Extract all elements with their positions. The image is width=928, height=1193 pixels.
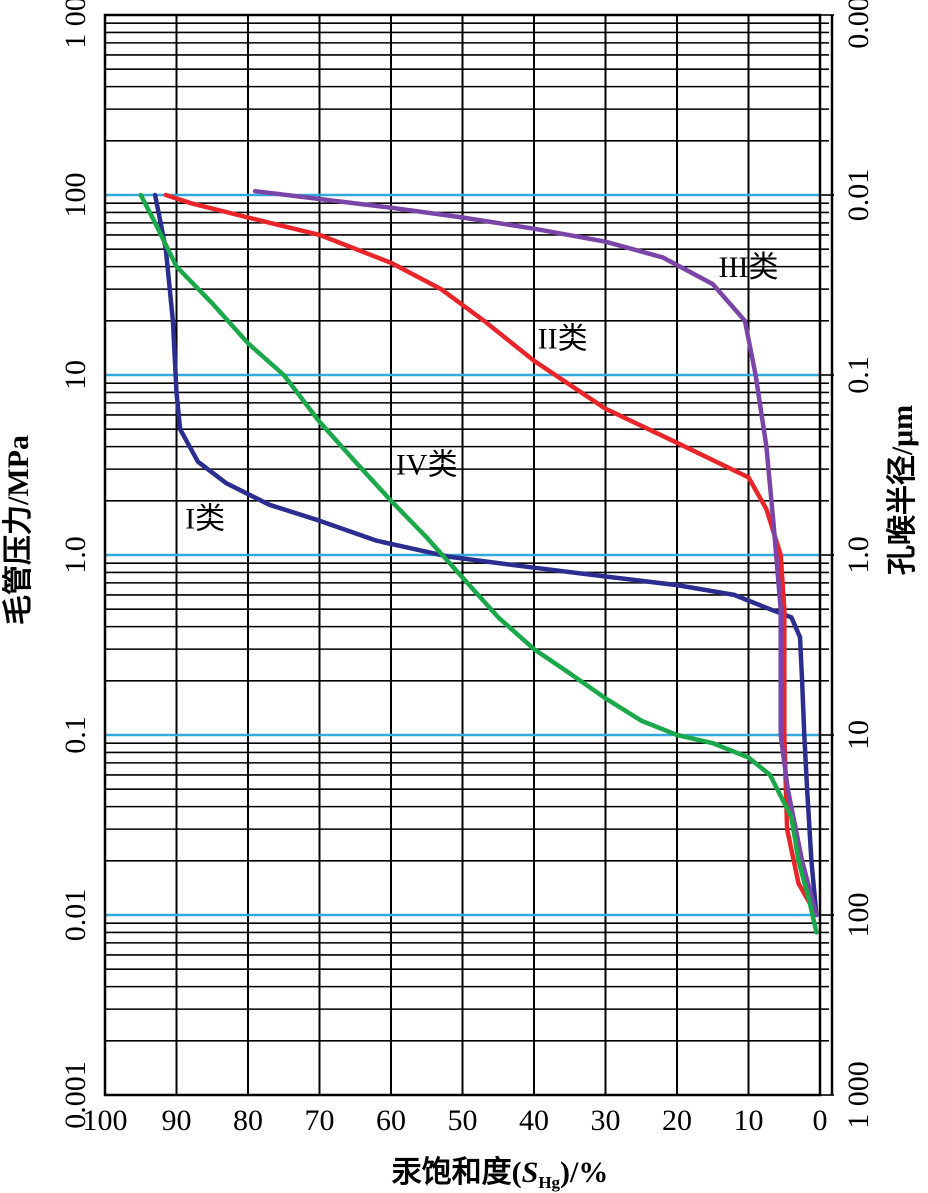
x-tick-label: 60 <box>376 1104 406 1137</box>
series-label-III: III类 <box>719 251 779 284</box>
y-left-tick-label: 1.0 <box>59 536 92 574</box>
x-tick-label: 90 <box>162 1104 192 1137</box>
y-right-tick-label: 1.0 <box>842 536 875 574</box>
x-tick-label: 80 <box>233 1104 263 1137</box>
y-right-axis-title: 孔喉半径/μm <box>886 405 919 575</box>
y-left-tick-label: 0.01 <box>59 889 92 942</box>
y-left-tick-labels: 1 000 100 10 1.0 0.1 0.01 0.001 <box>59 0 92 1129</box>
x-tick-label: 20 <box>662 1104 692 1137</box>
series-label-IV: IV类 <box>396 449 458 482</box>
x-tick-label: 10 <box>734 1104 764 1137</box>
y-left-tick-label: 10 <box>59 360 92 390</box>
right-axis <box>820 14 834 1096</box>
x-tick-label: 70 <box>305 1104 335 1137</box>
y-right-tick-label: 0.001 <box>842 0 875 49</box>
y-right-tick-label: 10 <box>842 720 875 750</box>
series-line-III <box>252 188 819 918</box>
series-labels: I类 II类 III类 IV类 <box>185 251 778 536</box>
y-left-tick-label: 0.1 <box>59 716 92 754</box>
series-label-I: I类 <box>185 503 225 536</box>
y-left-tick-label: 1 000 <box>59 0 92 49</box>
x-axis-title: 汞饱和度(SHg)/% <box>392 1156 609 1192</box>
y-right-tick-label: 100 <box>842 893 875 938</box>
x-tick-label: 0 <box>813 1104 828 1137</box>
x-tick-label: 50 <box>448 1104 478 1137</box>
y-right-tick-labels: 0.001 0.01 0.1 1.0 10 100 1 000 <box>842 0 875 1129</box>
y-left-tick-label: 0.001 <box>59 1061 92 1129</box>
y-right-tick-label: 0.1 <box>842 356 875 394</box>
y-left-tick-label: 100 <box>59 173 92 218</box>
y-right-tick-label: 1 000 <box>842 1061 875 1129</box>
series-label-II: II类 <box>538 323 588 356</box>
x-tick-labels: 100 90 80 70 60 50 40 30 20 10 0 <box>83 1104 828 1137</box>
highlight-lines <box>105 193 820 917</box>
y-left-axis-title: 毛管压力/MPa <box>2 435 35 625</box>
x-tick-label: 100 <box>83 1104 128 1137</box>
series-line-I <box>152 192 819 918</box>
series-line-IV <box>138 192 819 935</box>
x-tick-label: 40 <box>519 1104 549 1137</box>
x-tick-label: 30 <box>591 1104 621 1137</box>
series-group <box>138 188 819 935</box>
y-right-tick-label: 0.01 <box>842 169 875 222</box>
